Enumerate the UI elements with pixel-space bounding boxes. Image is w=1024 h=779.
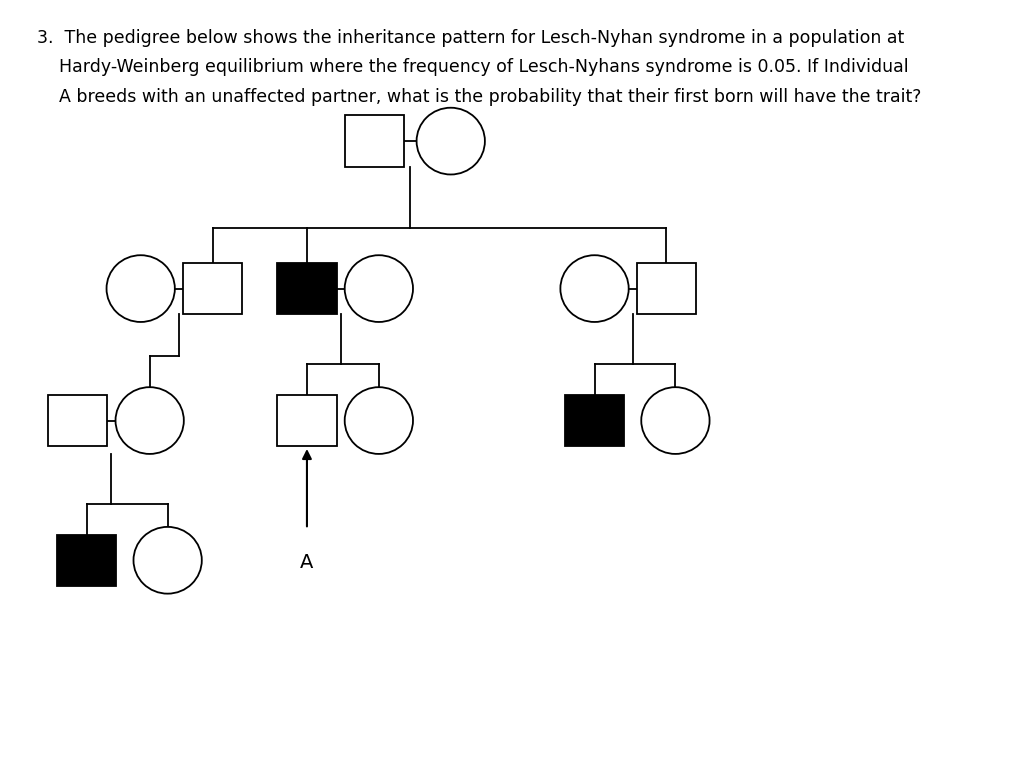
- Ellipse shape: [345, 256, 413, 322]
- Ellipse shape: [133, 527, 202, 594]
- Ellipse shape: [641, 387, 710, 454]
- Bar: [57, 534, 117, 586]
- Text: A: A: [300, 552, 313, 572]
- Bar: [278, 263, 337, 314]
- Text: 3.  The pedigree below shows the inheritance pattern for Lesch-Nyhan syndrome in: 3. The pedigree below shows the inherita…: [37, 29, 904, 47]
- Bar: [345, 115, 404, 167]
- Ellipse shape: [106, 256, 175, 322]
- Bar: [183, 263, 243, 314]
- Bar: [278, 395, 337, 446]
- Bar: [48, 395, 108, 446]
- Text: A breeds with an unaffected partner, what is the probability that their first bo: A breeds with an unaffected partner, wha…: [37, 87, 922, 105]
- Ellipse shape: [560, 256, 629, 322]
- Ellipse shape: [116, 387, 184, 454]
- Ellipse shape: [345, 387, 413, 454]
- Bar: [637, 263, 696, 314]
- Bar: [565, 395, 625, 446]
- Ellipse shape: [417, 108, 485, 174]
- Text: Hardy-Weinberg equilibrium where the frequency of Lesch-Nyhans syndrome is 0.05.: Hardy-Weinberg equilibrium where the fre…: [37, 58, 909, 76]
